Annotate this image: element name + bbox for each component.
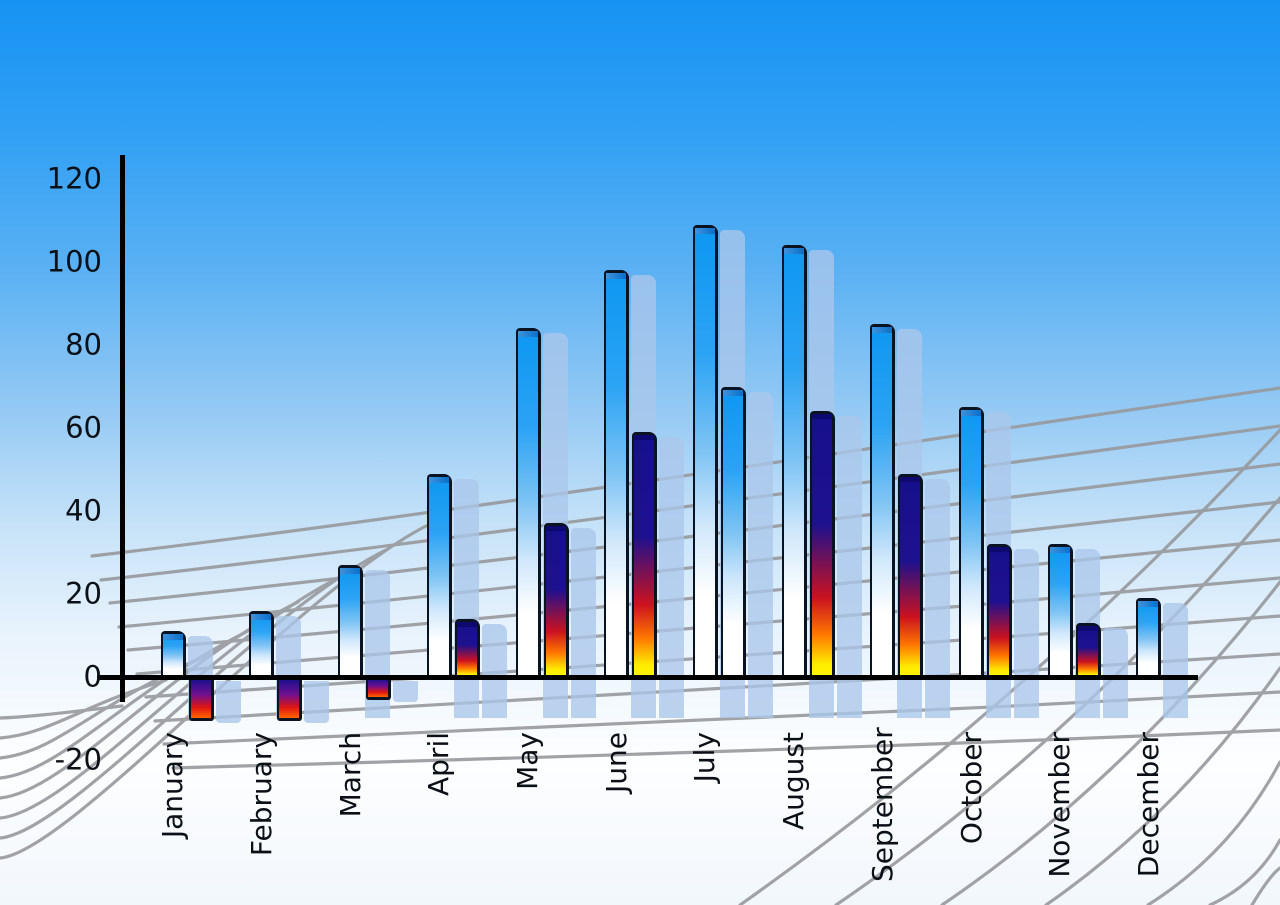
grid-arc [1044,666,1280,905]
bar-april-primary [426,473,452,677]
grid-arc [1146,760,1280,905]
bar-august-secondary [809,411,835,677]
grid-ray [90,386,1280,558]
y-axis-tick-label-120: 120 [46,161,102,196]
bar-december-primary [1136,598,1162,677]
bar-shadow-april-secondary [481,623,507,718]
x-axis-label-august: August [777,732,811,830]
bar-may-primary [515,328,541,677]
y-axis-tick-label-80: 80 [65,327,102,362]
bar-february-primary [249,610,275,677]
x-axis-label-october: October [954,732,988,845]
x-axis-label-march: March [333,732,367,818]
y-axis-tick-label-0: 0 [83,659,102,694]
grid-arc [834,496,1280,905]
bar-shadow-july-secondary [747,391,773,718]
y-axis-tick-label-20: 20 [65,576,102,611]
bar-november-secondary [1075,623,1101,677]
bar-june-primary [604,270,630,677]
bar-march-primary [338,564,364,677]
bar-shadow-june-secondary [659,437,685,718]
x-axis-line [97,675,1198,680]
bar-february-secondary [277,679,303,721]
y-axis-tick-label--20: -20 [54,742,102,777]
bar-october-secondary [987,544,1012,677]
x-axis-label-may: May [511,732,544,790]
bar-shadow-september-secondary [925,478,951,718]
bar-shadow-august-secondary [836,416,862,718]
x-axis-label-september: September [865,727,899,882]
grid-arc [940,580,1280,905]
bar-march-secondary [366,679,392,700]
x-axis-label-january: January [156,732,190,839]
bar-june-secondary [632,432,658,677]
y-axis-tick-label-100: 100 [46,244,102,279]
bar-november-primary [1047,544,1073,677]
x-axis-label-july: July [688,732,722,783]
y-axis-line [120,155,125,702]
bar-july-secondary [720,386,746,677]
bar-shadow-october-secondary [1014,549,1039,718]
bar-shadow-april-primary [453,478,479,718]
x-axis-label-december: December [1131,732,1165,878]
bar-may-secondary [543,523,569,677]
bar-september-secondary [898,473,924,677]
y-axis-tick-label-40: 40 [65,493,102,528]
grid-arc [0,548,388,840]
bar-august-primary [781,245,807,677]
grid-arc [1250,866,1280,905]
bar-january-primary [160,631,186,677]
y-axis-tick-label-60: 60 [65,410,102,445]
grid-arc [1208,838,1280,905]
bar-shadow-february-secondary [304,681,330,723]
bar-shadow-march-secondary [393,681,419,702]
bar-shadow-november-secondary [1102,628,1128,718]
x-axis-label-june: June [599,732,633,793]
bar-october-primary [959,407,984,677]
x-axis-label-april: April [422,732,456,796]
bar-shadow-december-primary [1163,603,1189,718]
x-axis-label-november: November [1043,732,1077,878]
bar-july-primary [692,224,718,677]
grid-arc [0,704,124,720]
bar-shadow-january-secondary [215,681,241,723]
x-axis-label-february: February [244,732,278,857]
bar-shadow-may-secondary [570,528,596,718]
bar-april-secondary [454,618,480,677]
grid-ray [162,690,1280,746]
grid-arc [0,678,168,740]
grid-ray [171,728,1280,770]
bar-january-secondary [188,679,214,721]
bar-september-primary [870,324,896,677]
